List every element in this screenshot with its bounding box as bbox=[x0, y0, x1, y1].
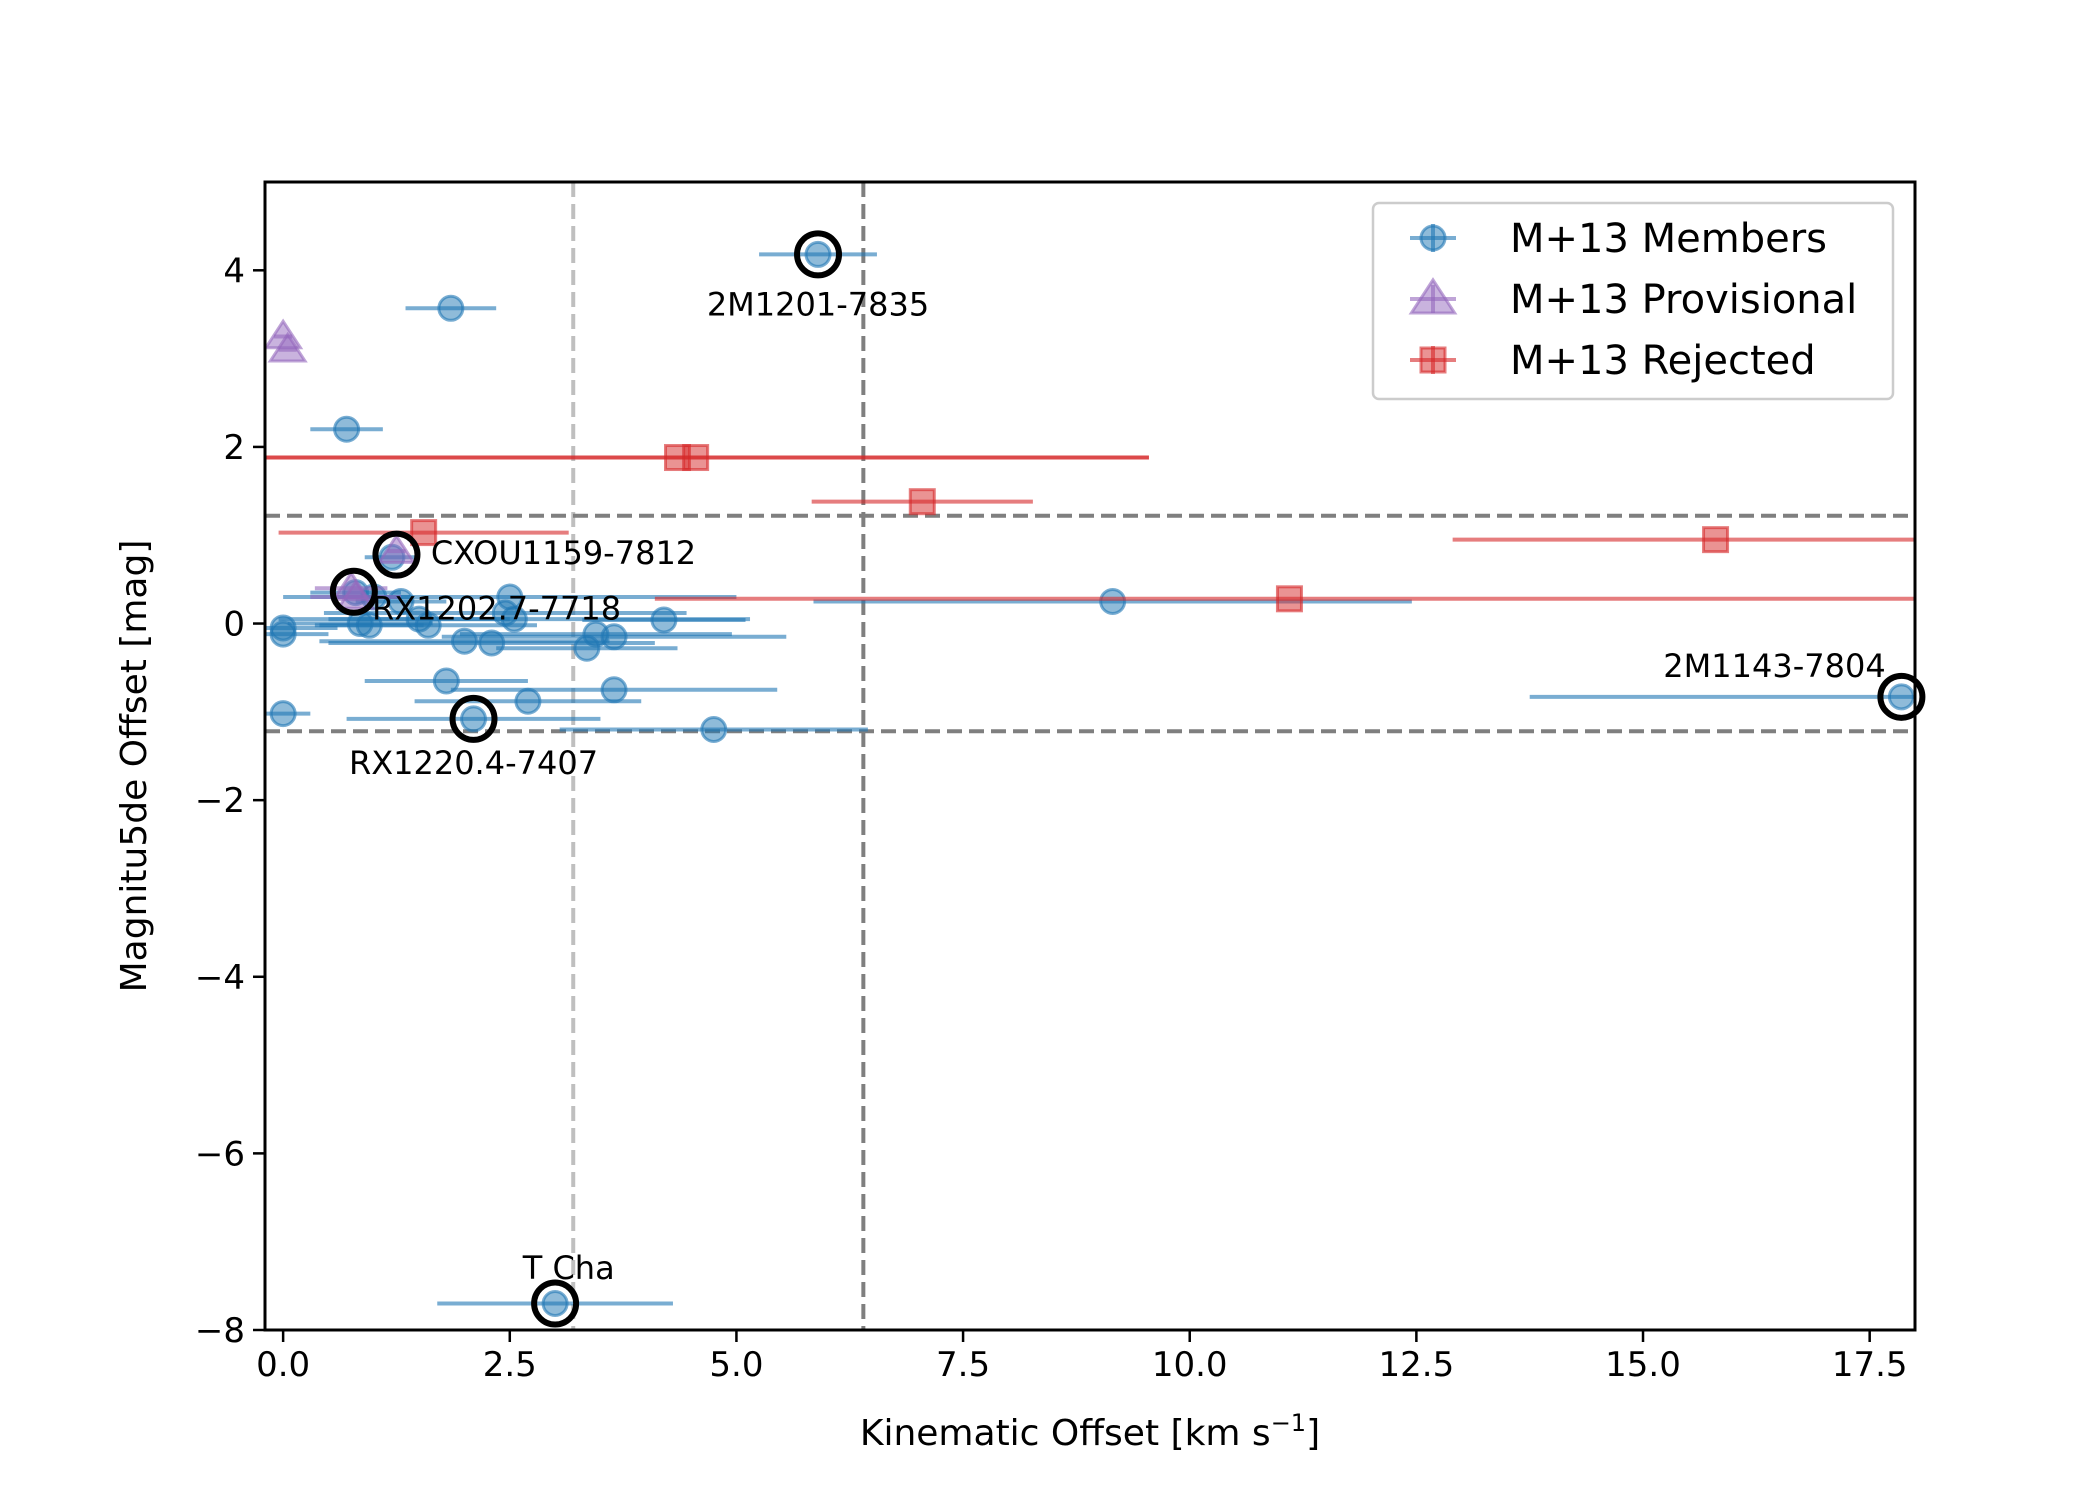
marker-square-2 bbox=[682, 444, 710, 472]
axes-layer: 0.0 2.5 5.0 7.5 10.0 12.5 15.0 17.5 −8 −6 −4 −2 0 2 4 bbox=[195, 180, 1917, 1385]
y-tick-label-3: −4 bbox=[195, 958, 245, 998]
highlight-ring-2 bbox=[372, 530, 421, 579]
highlighted-sources: 2M1201-7835 CXOU1159-7812 RX1202.7-7718 RX1… bbox=[329, 230, 1926, 1328]
marker-circle-27 bbox=[269, 700, 297, 728]
legend-box bbox=[1371, 201, 1895, 401]
y-tick-label-7: 4 bbox=[223, 251, 245, 291]
marker-circle-25 bbox=[514, 687, 542, 715]
marker-circle-1 bbox=[804, 240, 832, 268]
highlight-ring-6 bbox=[531, 1279, 580, 1328]
marker-triangle-2 bbox=[267, 331, 308, 363]
marker-triangle-3 bbox=[376, 533, 417, 564]
marker-circle-15 bbox=[355, 611, 383, 639]
legend-marker-square bbox=[1419, 346, 1447, 374]
y-tick-label-4: −2 bbox=[195, 781, 245, 821]
marker-circle-24 bbox=[600, 676, 628, 704]
y-tick-label-5: 0 bbox=[223, 605, 245, 645]
x-tick-label-2: 2.5 bbox=[483, 1345, 537, 1385]
marker-circle-2 bbox=[437, 294, 465, 322]
legend-item-triangle: M+13 Provisional bbox=[1408, 277, 1857, 323]
marker-circle-13 bbox=[269, 620, 297, 648]
marker-circle-21 bbox=[600, 623, 628, 651]
highlight-ring-3 bbox=[329, 567, 378, 616]
marker-circle-19 bbox=[478, 629, 506, 657]
marker-circle-18 bbox=[450, 627, 478, 655]
marker-square-5 bbox=[1702, 526, 1730, 554]
marker-circle-3 bbox=[333, 415, 361, 443]
highlight-ring-5 bbox=[1877, 672, 1926, 721]
marker-square-3 bbox=[908, 488, 936, 516]
x-tick-label-1: 0.0 bbox=[256, 1345, 310, 1385]
marker-circle-26 bbox=[460, 705, 488, 733]
marker-circle-31 bbox=[541, 1290, 569, 1318]
legend-label-triangle: M+13 Provisional bbox=[1510, 277, 1857, 323]
source-label-5: 2M1143-7804 bbox=[1663, 647, 1885, 685]
x-axis-label-superscript: −1 bbox=[1271, 1409, 1306, 1437]
legend-marker-circle bbox=[1419, 224, 1447, 252]
legend-marker-triangle bbox=[1408, 277, 1458, 315]
legend: M+13 Members M+13 Provisional M+13 Rejecte… bbox=[1371, 201, 1895, 401]
source-label-4: RX1220.4-7407 bbox=[349, 744, 598, 782]
x-tick-label-8: 17.5 bbox=[1832, 1345, 1908, 1385]
legend-item-circle: M+13 Members bbox=[1410, 216, 1827, 262]
x-tick-label-6: 12.5 bbox=[1379, 1345, 1455, 1385]
highlight-ring-4 bbox=[449, 694, 498, 743]
y-axis-label: Magnitu5de Offset [mag] bbox=[114, 540, 155, 993]
plot-layer: 2M1201-7835 CXOU1159-7812 RX1202.7-7718 RX1… bbox=[265, 182, 1926, 1330]
plot-frame bbox=[263, 180, 1917, 1332]
marker-circle-28 bbox=[700, 716, 728, 744]
x-tick-label-4: 7.5 bbox=[936, 1345, 990, 1385]
y-tick-label-6: 2 bbox=[223, 428, 245, 468]
marker-circle-17 bbox=[414, 611, 442, 639]
series-triangle-group bbox=[265, 318, 417, 610]
x-tick-label-7: 15.0 bbox=[1605, 1345, 1681, 1385]
marker-circle-10 bbox=[500, 605, 528, 633]
y-tick-label-1: −8 bbox=[195, 1311, 245, 1351]
marker-circle-23 bbox=[432, 667, 460, 695]
marker-square-6 bbox=[1275, 585, 1303, 613]
source-label-2: CXOU1159-7812 bbox=[431, 534, 696, 572]
marker-circle-29 bbox=[1099, 587, 1127, 615]
y-tick-label-2: −6 bbox=[195, 1134, 245, 1174]
x-axis-label-close: ] bbox=[1306, 1413, 1320, 1454]
x-tick-label-3: 5.0 bbox=[709, 1345, 763, 1385]
legend-item-square: M+13 Rejected bbox=[1410, 338, 1816, 384]
source-label-3: RX1202.7-7718 bbox=[372, 590, 621, 628]
marker-circle-30 bbox=[1887, 683, 1915, 711]
legend-label-circle: M+13 Members bbox=[1510, 216, 1827, 262]
x-tick-label-5: 10.0 bbox=[1152, 1345, 1228, 1385]
source-label-1: 2M1201-7835 bbox=[707, 286, 929, 324]
marker-triangle-5 bbox=[335, 579, 376, 610]
source-label-6: T Cha bbox=[522, 1249, 615, 1287]
legend-label-square: M+13 Rejected bbox=[1510, 338, 1816, 384]
highlight-ring-1 bbox=[794, 230, 843, 279]
x-axis-label: Kinematic Offset [km s−1] bbox=[860, 1409, 1320, 1454]
marker-circle-11 bbox=[650, 606, 678, 634]
series-square-group bbox=[265, 444, 1915, 613]
x-axis-label-text: Kinematic Offset [km s bbox=[860, 1413, 1271, 1454]
marker-circle-22 bbox=[573, 634, 601, 662]
